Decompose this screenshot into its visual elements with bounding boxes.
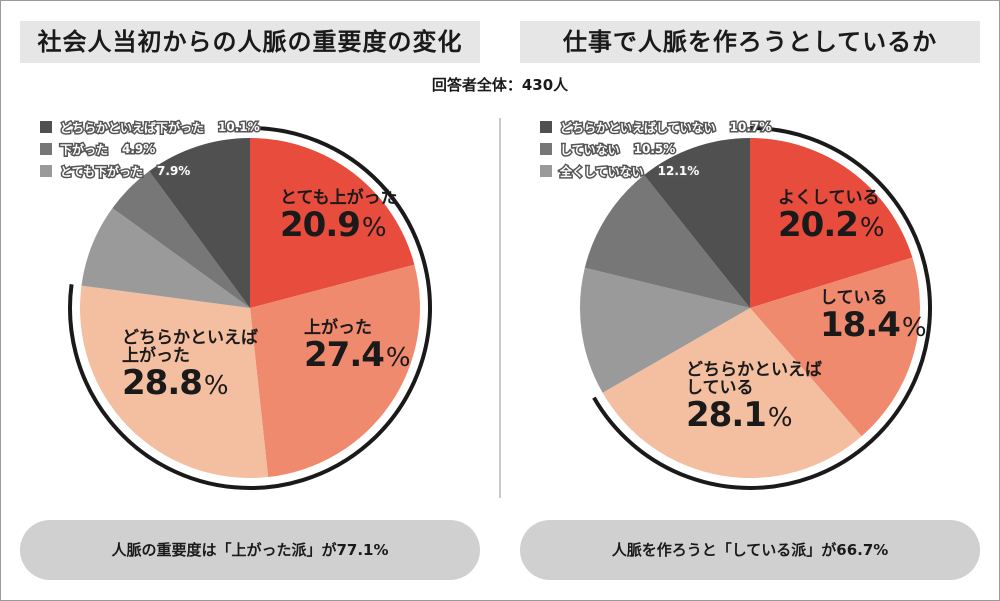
slice-value: 27.4% <box>304 334 411 375</box>
pie-slice <box>112 171 251 308</box>
legend-value: 10.5% <box>632 141 677 158</box>
legend-label: どちらかといえばしていない <box>559 119 718 136</box>
slice-value-number: 20.9 <box>280 204 361 245</box>
legend-value: 4.9% <box>121 141 157 158</box>
legend-value: 12.1% <box>656 163 701 180</box>
legend-value: 7.9% <box>156 163 192 180</box>
percent-sign: % <box>859 212 885 243</box>
legend-item: 全くしていない 12.1% <box>540 160 771 182</box>
percent-sign: % <box>767 402 793 433</box>
legend-label: 下がった <box>58 141 109 158</box>
legend-swatch <box>540 121 552 133</box>
legend-label: とても下がった <box>58 163 144 180</box>
percent-sign: % <box>203 370 229 401</box>
respondents-count: 回答者全体：430人 <box>431 76 569 94</box>
slice-label-often: よくしている 20.2% <box>778 188 885 245</box>
legend-item: どちらかといえばしていない 10.7% <box>540 116 773 138</box>
slice-label-text: どちらかといえば <box>686 360 822 380</box>
pie-slice <box>602 308 862 479</box>
slice-label-very-up: とても上がった 20.9% <box>280 188 398 245</box>
slice-value-number: 28.8 <box>122 362 203 403</box>
pie-slice <box>750 257 920 437</box>
legend-value: 10.7% <box>728 119 773 136</box>
legend-swatch <box>540 143 552 155</box>
percent-sign: % <box>385 342 411 373</box>
pie-slice <box>584 174 750 308</box>
pie-slice <box>580 267 750 393</box>
slice-value: 20.2% <box>778 204 885 245</box>
legend-swatch <box>40 121 52 133</box>
legend-value: 10.1% <box>217 119 262 136</box>
legend-swatch <box>540 165 552 177</box>
slice-value: 28.1% <box>686 394 822 435</box>
slice-value-number: 20.2 <box>778 204 859 245</box>
pie-slice <box>644 138 750 308</box>
pie-slice <box>250 138 415 308</box>
divider <box>499 118 501 498</box>
legend-item: していない 10.5% <box>540 138 771 160</box>
legend-label: 全くしていない <box>559 163 646 180</box>
slice-label-doing: している 18.4% <box>820 288 927 345</box>
legend-item: どちらかといえば下がった 10.1% <box>40 116 262 138</box>
legend-item: 下がった 4.9% <box>40 138 260 160</box>
emphasis-arc <box>68 126 432 490</box>
slice-label-text: どちらかといえば <box>122 328 258 348</box>
pie-slice <box>250 264 420 478</box>
slice-label-somewhat-doing: どちらかといえば している 28.1% <box>686 360 822 435</box>
slice-label-text: している <box>820 288 888 308</box>
right-summary-pill: 人脈を作ろうと「している派」が66.7% <box>520 520 980 580</box>
slice-label-text: 上がった <box>122 345 190 366</box>
right-legend: どちらかといえばしていない 10.7% していない 10.5% 全くしていない … <box>540 116 773 182</box>
left-legend: どちらかといえば下がった 10.1% 下がった 4.9% とても下がった 7.9… <box>40 116 262 182</box>
slice-value-number: 18.4 <box>820 304 901 345</box>
slice-label-up: 上がった 27.4% <box>304 318 411 375</box>
percent-sign: % <box>901 312 927 343</box>
slice-value: 28.8% <box>122 362 258 403</box>
slice-value-number: 27.4 <box>304 334 385 375</box>
legend-label: どちらかといえば下がった <box>58 119 205 136</box>
slice-label-somewhat-up: どちらかといえば 上がった 28.8% <box>122 328 258 403</box>
legend-label: していない <box>559 141 622 158</box>
left-summary-pill: 人脈の重要度は「上がった派」が77.1% <box>20 520 480 580</box>
slice-value-number: 28.1 <box>686 394 767 435</box>
pie-slice <box>79 285 269 478</box>
right-chart-title: 仕事で人脈を作ろうとしているか <box>520 21 980 63</box>
legend-item: とても下がった 7.9% <box>40 160 260 182</box>
slice-value: 18.4% <box>820 304 927 345</box>
pie-slice <box>81 208 251 308</box>
legend-swatch <box>40 165 52 177</box>
emphasis-arc <box>592 126 932 490</box>
left-chart-title: 社会人当初からの人脈の重要度の変化 <box>20 21 480 63</box>
slice-label-text: とても上がった <box>280 188 398 208</box>
slice-value: 20.9% <box>280 204 398 245</box>
pie-slice <box>750 138 913 308</box>
slice-label-text: よくしている <box>778 188 880 208</box>
percent-sign: % <box>361 212 387 243</box>
slice-label-text: している <box>686 377 754 398</box>
legend-swatch <box>40 143 52 155</box>
pie-slice <box>149 138 250 308</box>
slice-label-text: 上がった <box>304 318 372 338</box>
